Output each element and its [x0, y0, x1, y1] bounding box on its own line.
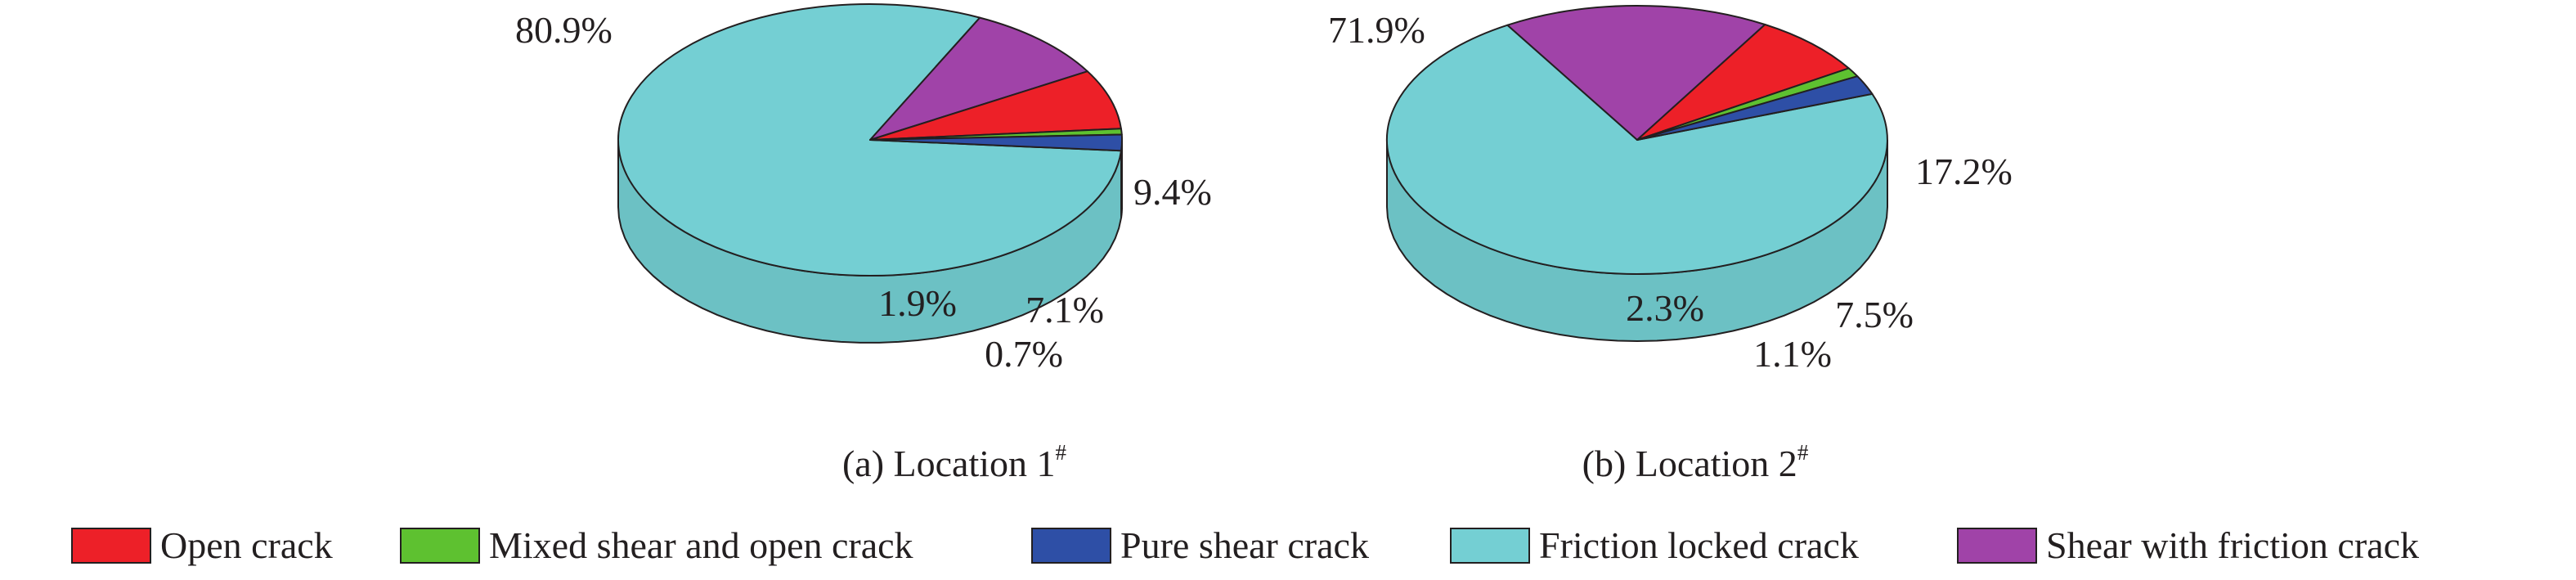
caption-location-1-text: (a) Location 1: [842, 443, 1056, 484]
slice-label-open-crack: 7.1%: [1025, 289, 1104, 330]
caption-location-2-sup: #: [1797, 440, 1809, 465]
legend-label-shear-with-friction-crack: Shear with friction crack: [2046, 524, 2419, 566]
legend-item-mixed-shear-and-open-crack: Mixed shear and open crack: [400, 524, 913, 566]
pie-slice-friction-locked-crack: [1385, 24, 1888, 275]
slice-label-pure-shear-crack: 2.3%: [1626, 287, 1704, 329]
caption-location-2-text: (b) Location 2: [1582, 443, 1797, 484]
pie-chart-location-1: 80.9% 9.4% 7.1%0.7% 1.9%: [515, 3, 1212, 375]
legend-item-shear-with-friction-crack: Shear with friction crack: [1957, 524, 2419, 566]
legend-item-friction-locked-crack: Friction locked crack: [1450, 524, 1859, 566]
pie-slice-pure-shear-crack: [1636, 75, 1874, 141]
pie-slice-shear-with-friction-crack: [869, 16, 1088, 141]
pie-slice-pure-shear-crack: [869, 133, 1124, 152]
pie-slice-open-crack: [1636, 24, 1850, 141]
slice-label-friction-locked-crack: 80.9%: [515, 9, 613, 51]
slice-label-open-crack: 7.5%: [1835, 294, 1914, 335]
slice-label-mixed-shear-and-open-crack: 1.1%: [1753, 333, 1832, 375]
slice-label-shear-with-friction-crack: 9.4%: [1133, 171, 1212, 213]
legend-swatch-open-crack: [71, 528, 151, 564]
legend: Open crack Mixed shear and open crack Pu…: [71, 524, 2419, 566]
pie-slice-shear-with-friction-crack: [1506, 5, 1766, 141]
slice-label-mixed-shear-and-open-crack: 0.7%: [985, 333, 1063, 375]
legend-label-pure-shear-crack: Pure shear crack: [1120, 524, 1369, 566]
legend-item-open-crack: Open crack: [71, 524, 333, 566]
pie-chart-location-2: 71.9% 17.2% 7.5%1.1% 2.3%: [1328, 5, 2013, 375]
caption-location-1: (a) Location 1#: [842, 440, 1067, 484]
legend-swatch-mixed-shear-and-open-crack: [400, 528, 480, 564]
caption-location-1-sup: #: [1056, 440, 1067, 465]
legend-swatch-shear-with-friction-crack: [1957, 528, 2037, 564]
legend-swatch-pure-shear-crack: [1031, 528, 1111, 564]
caption-location-2: (b) Location 2#: [1582, 440, 1809, 484]
slice-label-friction-locked-crack: 71.9%: [1328, 9, 1425, 51]
legend-label-friction-locked-crack: Friction locked crack: [1539, 524, 1859, 566]
legend-label-open-crack: Open crack: [160, 524, 333, 566]
legend-swatch-friction-locked-crack: [1450, 528, 1530, 564]
legend-item-pure-shear-crack: Pure shear crack: [1031, 524, 1369, 566]
pie-slice-open-crack: [869, 70, 1122, 141]
legend-label-mixed-shear-and-open-crack: Mixed shear and open crack: [489, 524, 913, 566]
slice-label-shear-with-friction-crack: 17.2%: [1915, 151, 2013, 192]
slice-label-pure-shear-crack: 1.9%: [878, 282, 957, 324]
